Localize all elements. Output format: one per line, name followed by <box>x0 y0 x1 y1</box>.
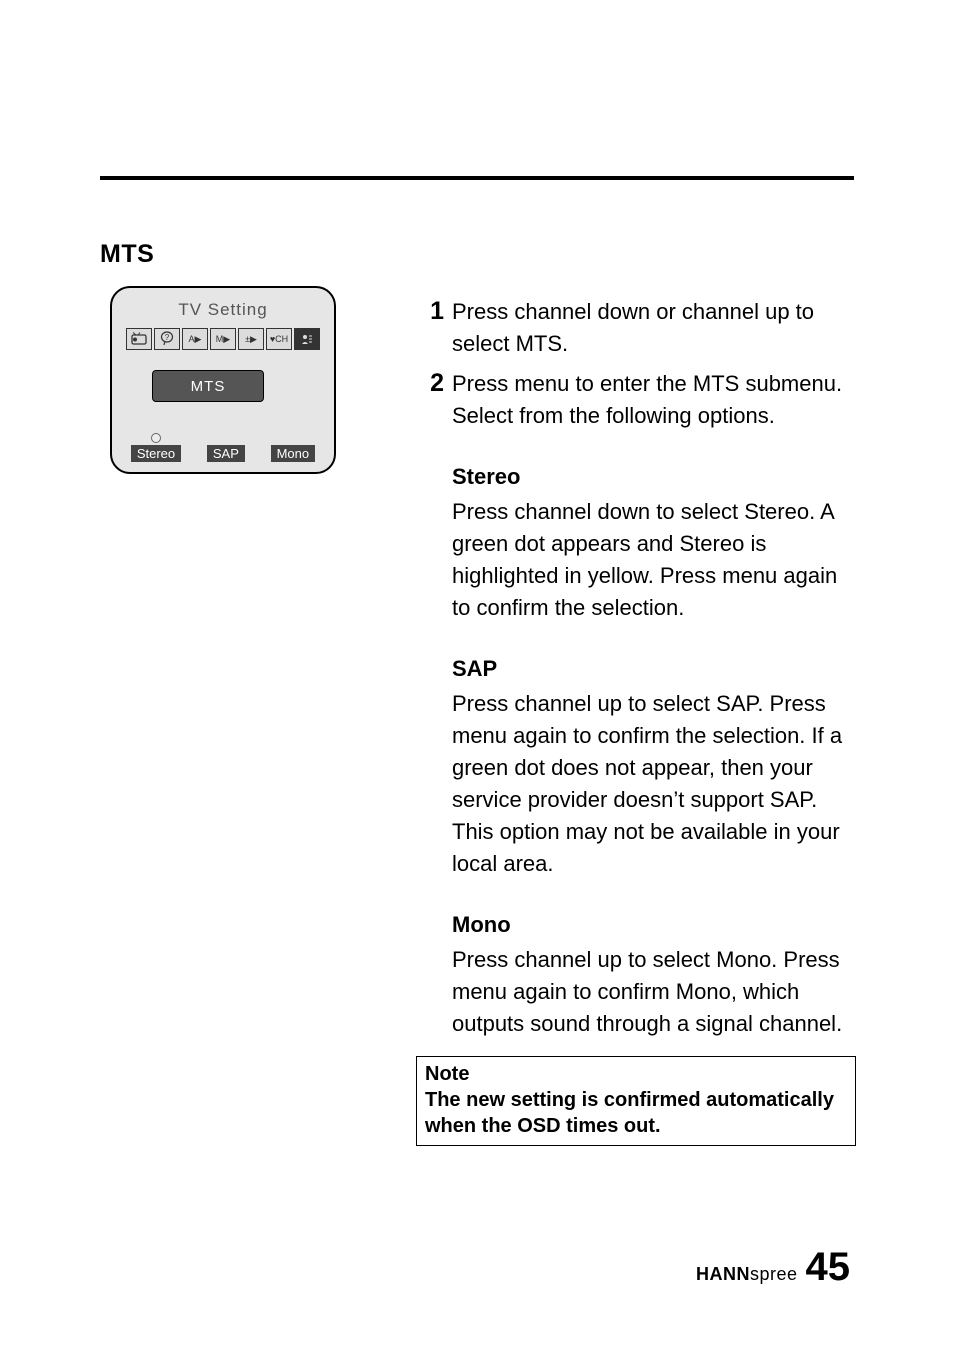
osd-option-label: SAP <box>207 445 245 462</box>
page: MTS TV Setting ? A▶ M▶ ±▶ ♥CH MTS Stereo <box>0 0 954 1352</box>
content-column: 1 Press channel down or channel up to se… <box>416 296 856 1146</box>
osd-icon-row: ? A▶ M▶ ±▶ ♥CH <box>112 328 334 350</box>
header-rule <box>100 176 854 180</box>
section-heading: MTS <box>100 240 154 269</box>
person-icon[interactable] <box>294 328 320 350</box>
tv-icon[interactable] <box>126 328 152 350</box>
subsection-heading: Stereo <box>452 464 856 490</box>
osd-selected-tab[interactable]: MTS <box>152 370 264 402</box>
subsection-stereo: Stereo Press channel down to select Ster… <box>452 464 856 624</box>
subsection-heading: Mono <box>452 912 856 938</box>
m-icon-label: M▶ <box>216 334 230 345</box>
osd-option-row: Stereo SAP Mono <box>112 433 334 462</box>
a-icon[interactable]: A▶ <box>182 328 208 350</box>
step-row: 2 Press menu to enter the MTS submenu. S… <box>416 368 856 432</box>
heart-ch-icon[interactable]: ♥CH <box>266 328 292 350</box>
subsection-heading: SAP <box>452 656 856 682</box>
osd-option-label: Mono <box>271 445 316 462</box>
a-icon-label: A▶ <box>189 334 202 345</box>
subsection-body: Press channel down to select Stereo. A g… <box>452 496 856 624</box>
osd-title: TV Setting <box>112 300 334 320</box>
question-icon[interactable]: ? <box>154 328 180 350</box>
subsection-body: Press channel up to select Mono. Press m… <box>452 944 856 1040</box>
subsection-sap: SAP Press channel up to select SAP. Pres… <box>452 656 856 880</box>
page-number: 45 <box>806 1245 851 1290</box>
osd-option-stereo[interactable]: Stereo <box>131 433 181 462</box>
page-footer: HANNspree 45 <box>696 1245 850 1290</box>
subsection-body: Press channel up to select SAP. Press me… <box>452 688 856 880</box>
plusminus-icon[interactable]: ±▶ <box>238 328 264 350</box>
step-text: Press channel down or channel up to sele… <box>452 296 856 360</box>
step-number: 2 <box>416 368 444 398</box>
brand-logo: HANNspree <box>696 1264 798 1285</box>
note-heading: Note <box>425 1061 847 1087</box>
osd-option-mono[interactable]: Mono <box>271 445 316 462</box>
brand-rest: spree <box>750 1264 798 1284</box>
m-icon[interactable]: M▶ <box>210 328 236 350</box>
radio-dot-icon <box>151 433 161 443</box>
heart-ch-icon-label: ♥CH <box>270 334 288 344</box>
note-body: The new setting is confirmed automatical… <box>425 1087 847 1139</box>
subsection-mono: Mono Press channel up to select Mono. Pr… <box>452 912 856 1040</box>
svg-text:?: ? <box>165 333 170 342</box>
osd-panel: TV Setting ? A▶ M▶ ±▶ ♥CH MTS Stereo SAP <box>110 286 336 474</box>
brand-bold: HANN <box>696 1264 750 1284</box>
osd-option-sap[interactable]: SAP <box>207 445 245 462</box>
plusminus-icon-label: ±▶ <box>245 334 257 345</box>
step-row: 1 Press channel down or channel up to se… <box>416 296 856 360</box>
step-number: 1 <box>416 296 444 326</box>
osd-option-label: Stereo <box>131 445 181 462</box>
step-text: Press menu to enter the MTS submenu. Sel… <box>452 368 856 432</box>
note-box: Note The new setting is confirmed automa… <box>416 1056 856 1146</box>
